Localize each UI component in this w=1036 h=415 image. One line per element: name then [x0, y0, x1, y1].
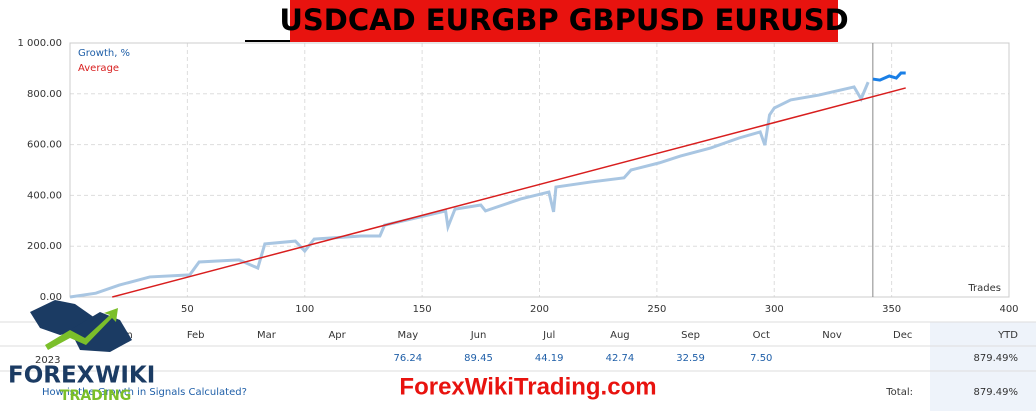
- legend-entry: Growth, %: [78, 48, 130, 59]
- month-header: Dec: [893, 330, 912, 341]
- month-value: 76.24: [393, 353, 422, 364]
- help-link[interactable]: How is the Growth in Signals Calculated?: [42, 387, 247, 398]
- watermark: ForexWikiTrading.com: [399, 373, 656, 400]
- series-line: [872, 71, 906, 82]
- monthly-table: JanFebMarAprMay76.24Jun89.45Jul44.19Aug4…: [0, 321, 1036, 398]
- month-header: Aug: [610, 330, 630, 341]
- plot-frame: [69, 42, 1010, 298]
- y-tick-label: 200.00: [27, 241, 62, 252]
- month-value: 42.74: [606, 353, 635, 364]
- month-value: 44.19: [535, 353, 564, 364]
- month-value: 32.59: [676, 353, 705, 364]
- y-tick-label: 1 000.00: [17, 38, 62, 49]
- x-tick-label: 350: [882, 304, 901, 315]
- month-header: Nov: [822, 330, 842, 341]
- x-tick-label: 150: [413, 304, 432, 315]
- month-header: Sep: [681, 330, 700, 341]
- month-header: Mar: [257, 330, 277, 341]
- series-line: [112, 87, 906, 298]
- x-axis-label: Trades: [967, 283, 1001, 294]
- month-value: 7.50: [750, 353, 772, 364]
- month-header: May: [397, 330, 418, 341]
- ytd-header: YTD: [997, 330, 1018, 341]
- x-tick-label: 300: [765, 304, 784, 315]
- logo-word: WIKI: [95, 363, 155, 389]
- logo: FOREX WIKI TRADING: [8, 300, 155, 404]
- banner-line: [245, 40, 290, 42]
- logo-word: FOREX: [8, 363, 95, 389]
- y-tick-label: 600.00: [27, 140, 62, 151]
- month-header: Jul: [542, 330, 555, 341]
- series-line: [69, 81, 870, 299]
- ytd-column: [930, 322, 1036, 411]
- banner: USDCAD EURGBP GBPUSD EURUSD: [279, 3, 848, 37]
- month-header: Feb: [187, 330, 205, 341]
- x-tick-label: 50: [181, 304, 194, 315]
- month-value: 89.45: [464, 353, 493, 364]
- chart: 0.00 200.00 400.00 600.00 800.00 1 000.00 50 10…: [17, 38, 1018, 315]
- y-tick-label: 0.00: [40, 292, 62, 303]
- total-value: 879.49%: [974, 387, 1019, 398]
- x-tick-label: 200: [530, 304, 549, 315]
- y-tick-label: 800.00: [27, 89, 62, 100]
- month-header: Jun: [470, 330, 487, 341]
- legend-entry: Average: [78, 63, 119, 74]
- year-label: 2023: [35, 355, 60, 366]
- total-label: Total:: [885, 387, 913, 398]
- x-tick-label: 250: [647, 304, 666, 315]
- x-tick-label: 400: [999, 304, 1018, 315]
- y-tick-label: 400.00: [27, 190, 62, 201]
- x-tick-label: 100: [295, 304, 314, 315]
- month-header: Apr: [328, 330, 346, 341]
- logo-arrow: [45, 308, 118, 350]
- month-header: Oct: [753, 330, 770, 341]
- banner-bg: [290, 0, 838, 42]
- ytd-value: 879.49%: [974, 353, 1019, 364]
- logo-word: TRADING: [60, 388, 131, 404]
